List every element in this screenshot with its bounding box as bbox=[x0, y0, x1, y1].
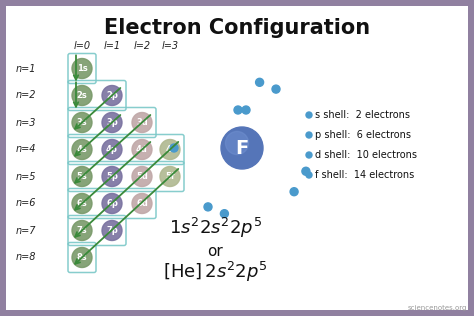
Text: s shell:  2 electrons: s shell: 2 electrons bbox=[315, 110, 410, 120]
Circle shape bbox=[306, 132, 312, 138]
Circle shape bbox=[132, 112, 152, 132]
Text: $[\mathrm{He}]\,2s^{2}2p^{5}$: $[\mathrm{He}]\,2s^{2}2p^{5}$ bbox=[163, 260, 267, 284]
Text: $1s^{2}2s^{2}2p^{5}$: $1s^{2}2s^{2}2p^{5}$ bbox=[169, 216, 262, 240]
Text: Electron Configuration: Electron Configuration bbox=[104, 18, 370, 38]
Circle shape bbox=[290, 188, 298, 196]
Text: 6s: 6s bbox=[77, 199, 87, 208]
Text: 1s: 1s bbox=[77, 64, 87, 73]
Circle shape bbox=[72, 193, 92, 214]
Text: 2s: 2s bbox=[77, 91, 87, 100]
Text: 7s: 7s bbox=[77, 226, 87, 235]
Circle shape bbox=[102, 112, 122, 132]
Text: 4s: 4s bbox=[77, 145, 87, 154]
Text: l=1: l=1 bbox=[103, 41, 120, 51]
Circle shape bbox=[242, 106, 250, 114]
Circle shape bbox=[306, 152, 312, 158]
Circle shape bbox=[132, 139, 152, 160]
Text: n=8: n=8 bbox=[16, 252, 36, 263]
Circle shape bbox=[102, 193, 122, 214]
Text: sciencenotes.org: sciencenotes.org bbox=[408, 305, 467, 311]
Circle shape bbox=[160, 167, 180, 186]
Text: p shell:  6 electrons: p shell: 6 electrons bbox=[315, 130, 411, 140]
Circle shape bbox=[160, 139, 180, 160]
Text: n=4: n=4 bbox=[16, 144, 36, 155]
Circle shape bbox=[102, 221, 122, 240]
Text: l=3: l=3 bbox=[162, 41, 179, 51]
Circle shape bbox=[132, 167, 152, 186]
Circle shape bbox=[102, 86, 122, 106]
Text: n=1: n=1 bbox=[16, 64, 36, 74]
Circle shape bbox=[72, 58, 92, 78]
Text: 7p: 7p bbox=[106, 226, 118, 235]
FancyBboxPatch shape bbox=[6, 6, 468, 310]
Text: 3d: 3d bbox=[136, 118, 148, 127]
Text: n=3: n=3 bbox=[16, 118, 36, 127]
Text: n=7: n=7 bbox=[16, 226, 36, 235]
Text: F: F bbox=[236, 138, 249, 157]
Text: 4d: 4d bbox=[136, 145, 148, 154]
Circle shape bbox=[72, 86, 92, 106]
Circle shape bbox=[72, 139, 92, 160]
Text: 2p: 2p bbox=[106, 91, 118, 100]
Text: n=6: n=6 bbox=[16, 198, 36, 209]
Circle shape bbox=[132, 193, 152, 214]
Text: 6p: 6p bbox=[106, 199, 118, 208]
Text: l=2: l=2 bbox=[134, 41, 151, 51]
Circle shape bbox=[102, 139, 122, 160]
Circle shape bbox=[226, 131, 248, 155]
Text: d shell:  10 electrons: d shell: 10 electrons bbox=[315, 150, 417, 160]
Text: n=2: n=2 bbox=[16, 90, 36, 100]
Circle shape bbox=[255, 78, 264, 86]
Circle shape bbox=[170, 144, 178, 152]
Circle shape bbox=[204, 203, 212, 211]
Circle shape bbox=[306, 112, 312, 118]
Text: l=0: l=0 bbox=[73, 41, 91, 51]
Text: 5f: 5f bbox=[165, 172, 175, 181]
Text: f shell:  14 electrons: f shell: 14 electrons bbox=[315, 170, 414, 180]
Circle shape bbox=[234, 106, 242, 114]
Text: 5s: 5s bbox=[77, 172, 87, 181]
Text: 6d: 6d bbox=[136, 199, 148, 208]
Circle shape bbox=[72, 247, 92, 268]
Circle shape bbox=[221, 127, 263, 169]
Circle shape bbox=[72, 167, 92, 186]
Text: 3p: 3p bbox=[106, 118, 118, 127]
Text: 5p: 5p bbox=[106, 172, 118, 181]
Circle shape bbox=[306, 172, 312, 178]
Circle shape bbox=[72, 112, 92, 132]
Circle shape bbox=[302, 167, 310, 175]
Circle shape bbox=[102, 167, 122, 186]
Text: 5d: 5d bbox=[136, 172, 148, 181]
Text: n=5: n=5 bbox=[16, 172, 36, 181]
Text: or: or bbox=[207, 244, 223, 258]
Circle shape bbox=[220, 210, 228, 218]
Circle shape bbox=[72, 221, 92, 240]
Text: 4f: 4f bbox=[165, 145, 175, 154]
Text: 3s: 3s bbox=[77, 118, 87, 127]
Circle shape bbox=[272, 85, 280, 93]
Text: 8s: 8s bbox=[77, 253, 87, 262]
Text: 4p: 4p bbox=[106, 145, 118, 154]
